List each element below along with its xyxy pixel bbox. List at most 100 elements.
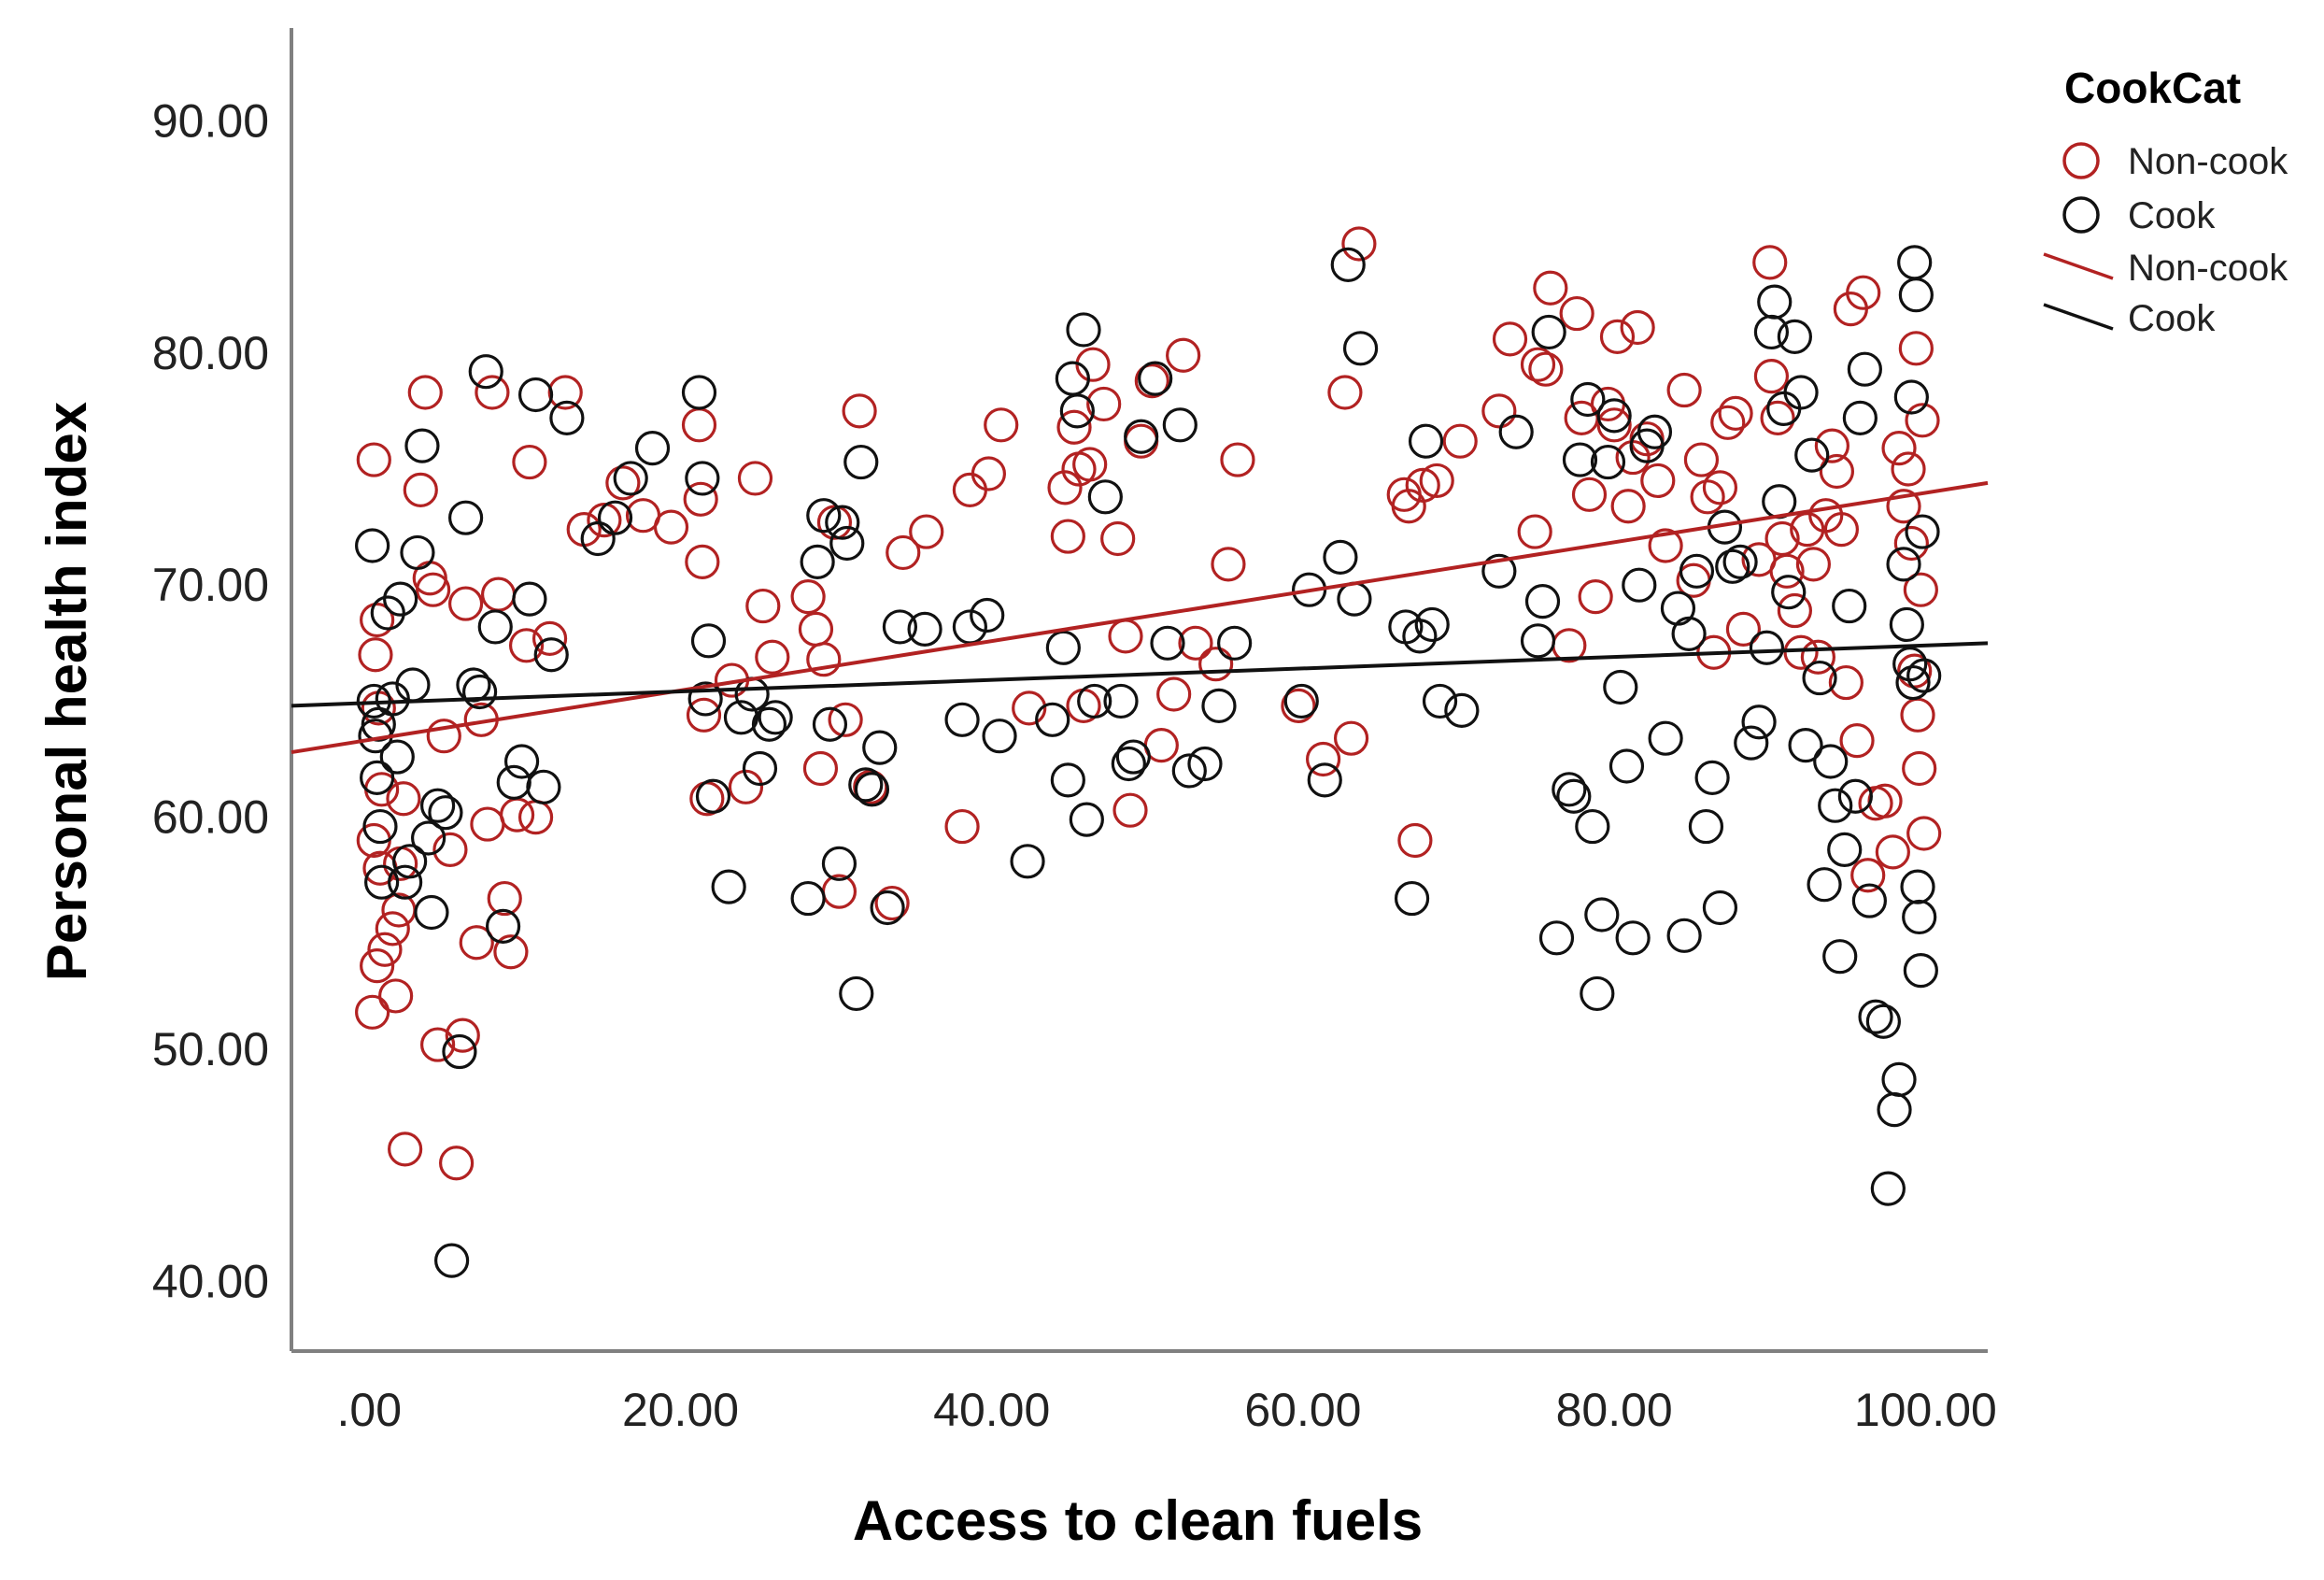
point-non-cook: [459, 925, 494, 961]
point-non-cook: [1828, 664, 1863, 701]
legend-title: CookCat: [2064, 64, 2241, 112]
point-non-cook: [685, 544, 720, 579]
point-cook: [1818, 788, 1853, 823]
point-cook: [854, 772, 890, 807]
point-cook: [1524, 583, 1561, 619]
point-non-cook: [1492, 321, 1528, 357]
point-non-cook: [1839, 723, 1875, 759]
point-cook: [549, 400, 585, 435]
point-non-cook: [1481, 393, 1517, 429]
y-axis-title: Personal health index: [35, 402, 98, 981]
point-non-cook: [1891, 451, 1926, 487]
point-non-cook: [1100, 520, 1136, 557]
point-cook: [723, 700, 759, 735]
point-non-cook: [356, 442, 391, 477]
point-cook: [1035, 702, 1070, 737]
point-cook: [1822, 939, 1858, 975]
point-non-cook: [360, 602, 395, 638]
point-cook: [1807, 867, 1842, 903]
point-non-cook: [1819, 453, 1854, 490]
legend-line-non-cook: [2043, 252, 2114, 280]
point-cook: [1702, 890, 1738, 926]
point-non-cook: [909, 514, 944, 549]
point-cook: [1741, 705, 1777, 740]
point-cook: [1877, 1092, 1912, 1128]
point-cook: [392, 844, 428, 879]
point-cook: [970, 597, 1005, 633]
point-non-cook: [653, 509, 689, 545]
point-cook: [580, 520, 616, 557]
point-cook: [1520, 623, 1556, 659]
point-cook: [503, 744, 540, 779]
point-cook: [364, 864, 400, 900]
point-non-cook: [828, 702, 863, 737]
point-non-cook: [1648, 528, 1683, 563]
point-non-cook: [432, 832, 468, 868]
point-non-cook: [790, 579, 826, 615]
point-non-cook: [1220, 442, 1255, 477]
point-cook: [404, 428, 440, 463]
point-cook: [1794, 437, 1830, 473]
point-cook: [1408, 423, 1444, 459]
point-non-cook: [378, 978, 414, 1014]
legend-label-marker-non-cook: Non-cook: [2128, 141, 2289, 182]
point-cook: [751, 706, 787, 742]
x-axis-title: Access to clean fuels: [853, 1489, 1423, 1552]
point-non-cook: [1620, 309, 1655, 346]
x-tick-label: 60.00: [1244, 1384, 1361, 1436]
point-non-cook: [1814, 428, 1849, 463]
point-cook: [825, 505, 860, 540]
point-non-cook: [1725, 611, 1762, 648]
point-cook: [1832, 588, 1867, 624]
point-cook: [461, 674, 498, 710]
point-non-cook: [1072, 447, 1108, 482]
point-non-cook: [475, 375, 510, 410]
point-cook: [1847, 351, 1882, 387]
point-non-cook: [470, 806, 505, 842]
point-cook: [1802, 660, 1837, 696]
point-non-cook: [1333, 720, 1369, 756]
point-cook: [1283, 683, 1319, 719]
data-points: [355, 226, 1942, 1278]
point-cook: [1422, 683, 1458, 719]
point-non-cook: [1397, 822, 1433, 859]
point-non-cook: [367, 932, 403, 967]
point-non-cook: [1108, 619, 1143, 654]
point-non-cook: [447, 586, 484, 621]
point-non-cook: [737, 461, 773, 496]
point-cook: [1722, 544, 1758, 579]
point-non-cook: [445, 1018, 480, 1053]
point-cook: [1827, 832, 1863, 868]
point-non-cook: [1571, 477, 1608, 512]
point-cook: [512, 581, 547, 617]
point-cook: [1608, 748, 1645, 784]
point-non-cook: [798, 611, 834, 648]
point-cook: [1187, 746, 1223, 782]
point-non-cook: [745, 588, 781, 624]
point-cook: [907, 611, 942, 648]
point-cook: [1045, 630, 1081, 665]
point-cook: [1077, 683, 1112, 719]
point-non-cook: [728, 769, 764, 804]
point-non-cook: [1640, 463, 1676, 499]
point-non-cook: [806, 642, 842, 677]
point-cook: [1552, 772, 1587, 807]
point-non-cook: [487, 880, 522, 917]
point-cook: [1906, 658, 1942, 693]
point-cook: [442, 1033, 477, 1070]
point-cook: [1671, 616, 1707, 651]
point-cook: [1337, 581, 1372, 617]
point-cook: [634, 431, 671, 466]
point-cook: [1897, 245, 1933, 280]
point-non-cook: [816, 505, 853, 540]
point-non-cook: [416, 572, 451, 607]
y-tick-label: 60.00: [152, 791, 269, 844]
point-non-cook: [755, 639, 790, 675]
point-non-cook: [1905, 403, 1940, 438]
point-cook: [1444, 692, 1480, 728]
point-non-cook: [1050, 519, 1085, 554]
point-non-cook: [1419, 463, 1454, 499]
point-non-cook: [517, 800, 554, 835]
point-cook: [613, 461, 648, 496]
point-non-cook: [1305, 741, 1341, 777]
